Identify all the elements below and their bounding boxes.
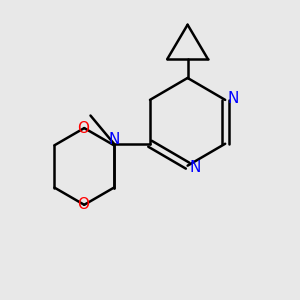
Text: N: N <box>227 91 239 106</box>
Text: N: N <box>190 160 201 175</box>
Text: N: N <box>108 131 120 146</box>
Text: O: O <box>77 121 89 136</box>
Text: O: O <box>77 197 89 212</box>
